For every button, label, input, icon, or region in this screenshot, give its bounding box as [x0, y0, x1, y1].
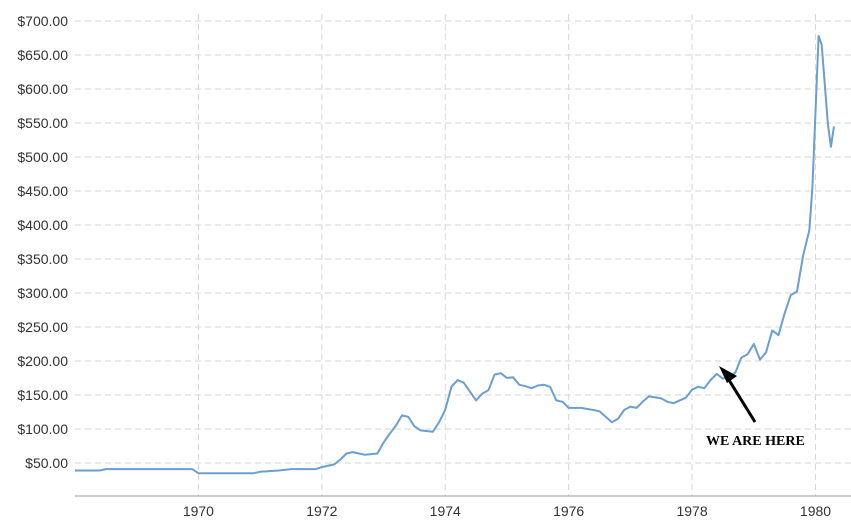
x-tick-label: 1980 [800, 503, 831, 519]
price-series [75, 35, 835, 475]
y-tick-label: $350.00 [17, 251, 68, 267]
y-tick-label: $450.00 [17, 183, 68, 199]
grid-lines [75, 14, 851, 496]
y-tick-label: $600.00 [17, 81, 68, 97]
x-tick-label: 1978 [676, 503, 707, 519]
x-tick-label: 1972 [306, 503, 337, 519]
price-line [75, 35, 835, 475]
annotation-arrow-head [719, 366, 737, 383]
y-tick-label: $650.00 [17, 47, 68, 63]
y-tick-label: $150.00 [17, 387, 68, 403]
y-tick-label: $200.00 [17, 353, 68, 369]
x-tick-label: 1970 [183, 503, 214, 519]
y-tick-label: $550.00 [17, 115, 68, 131]
y-tick-label: $100.00 [17, 421, 68, 437]
y-tick-label: $50.00 [25, 455, 68, 471]
annotation-text: WE ARE HERE [706, 434, 805, 449]
y-tick-label: $300.00 [17, 285, 68, 301]
x-tick-label: 1976 [553, 503, 584, 519]
x-axis-tick-labels: 1970 1972 1974 1976 1978 1980 [183, 503, 831, 519]
y-axis-tick-labels: $50.00 $100.00 $150.00 $200.00 $250.00 $300.0… [17, 13, 68, 471]
x-tick-label: 1974 [430, 503, 461, 519]
y-tick-label: $400.00 [17, 217, 68, 233]
y-tick-label: $700.00 [17, 13, 68, 29]
annotation-group: WE ARE HERE [706, 366, 805, 449]
y-tick-label: $250.00 [17, 319, 68, 335]
y-tick-label: $500.00 [17, 149, 68, 165]
